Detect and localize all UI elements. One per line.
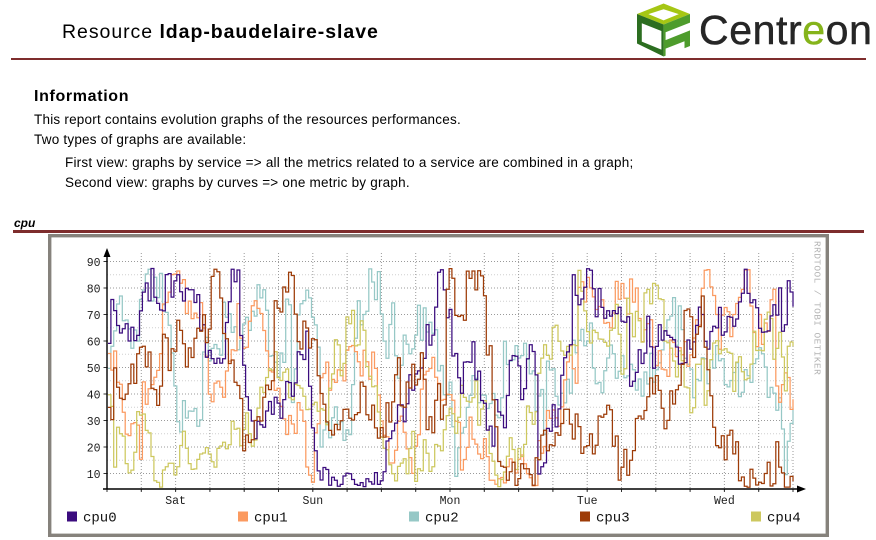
svg-text:90: 90 xyxy=(87,257,101,270)
svg-text:10: 10 xyxy=(87,469,101,482)
svg-text:70: 70 xyxy=(87,310,101,323)
svg-text:30: 30 xyxy=(87,416,101,429)
svg-text:Mon: Mon xyxy=(440,495,461,508)
svg-text:cpu3: cpu3 xyxy=(596,511,630,527)
svg-text:20: 20 xyxy=(87,443,101,456)
svg-text:80: 80 xyxy=(87,284,101,297)
svg-text:50: 50 xyxy=(87,363,101,376)
svg-text:cpu2: cpu2 xyxy=(425,511,459,527)
svg-text:Sun: Sun xyxy=(302,495,323,508)
svg-text:RRDTOOL / TOBI OETIKER: RRDTOOL / TOBI OETIKER xyxy=(812,241,823,375)
svg-text:60: 60 xyxy=(87,337,101,350)
svg-text:cpu0: cpu0 xyxy=(83,511,117,527)
svg-text:Sat: Sat xyxy=(165,495,186,508)
svg-text:cpu4: cpu4 xyxy=(767,511,801,527)
svg-text:cpu1: cpu1 xyxy=(254,511,288,527)
svg-text:Wed: Wed xyxy=(714,495,735,508)
svg-text:Tue: Tue xyxy=(577,495,598,508)
svg-text:40: 40 xyxy=(87,390,101,403)
